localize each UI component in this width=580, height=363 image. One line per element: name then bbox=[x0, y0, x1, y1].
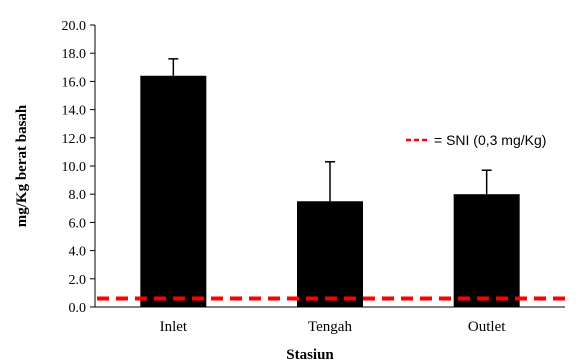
y-tick-label: 6.0 bbox=[69, 216, 87, 231]
y-tick-label: 0.0 bbox=[69, 301, 87, 316]
bar-inlet bbox=[140, 75, 207, 307]
x-tick-label-outlet: Outlet bbox=[468, 319, 506, 335]
x-tick-label-tengah: Tengah bbox=[308, 319, 352, 335]
error-bar-inlet bbox=[168, 58, 179, 76]
error-bars bbox=[168, 58, 492, 202]
legend: = SNI (0,3 mg/Kg) bbox=[406, 132, 546, 148]
y-tick-label: 16.0 bbox=[62, 75, 87, 90]
y-axis-title: mg/Kg berat basah bbox=[14, 104, 30, 227]
x-tick-label-inlet: Inlet bbox=[160, 319, 188, 335]
x-axis-labels: Inlet Tengah Outlet bbox=[160, 319, 507, 335]
legend-label: = SNI (0,3 mg/Kg) bbox=[434, 132, 546, 148]
y-tick-label: 2.0 bbox=[69, 273, 87, 288]
y-tick-label: 10.0 bbox=[62, 160, 87, 175]
bar-tengah bbox=[297, 201, 363, 307]
y-tick-label: 20.0 bbox=[62, 19, 87, 34]
y-tick-label: 14.0 bbox=[62, 104, 87, 119]
error-bar-tengah bbox=[325, 161, 335, 202]
y-tick-label: 8.0 bbox=[69, 188, 87, 203]
bars bbox=[140, 75, 520, 307]
x-axis-title: Stasiun bbox=[286, 347, 334, 363]
y-tick-label: 12.0 bbox=[62, 132, 87, 147]
error-bar-outlet bbox=[481, 169, 492, 195]
y-tick-label: 4.0 bbox=[69, 245, 87, 260]
bar-outlet bbox=[453, 194, 520, 307]
y-tick-label: 18.0 bbox=[62, 47, 87, 62]
y-axis-ticks: 0.0 2.0 4.0 6.0 8.0 10.0 12.0 14.0 16.0 18.0 20.0 bbox=[62, 19, 95, 316]
